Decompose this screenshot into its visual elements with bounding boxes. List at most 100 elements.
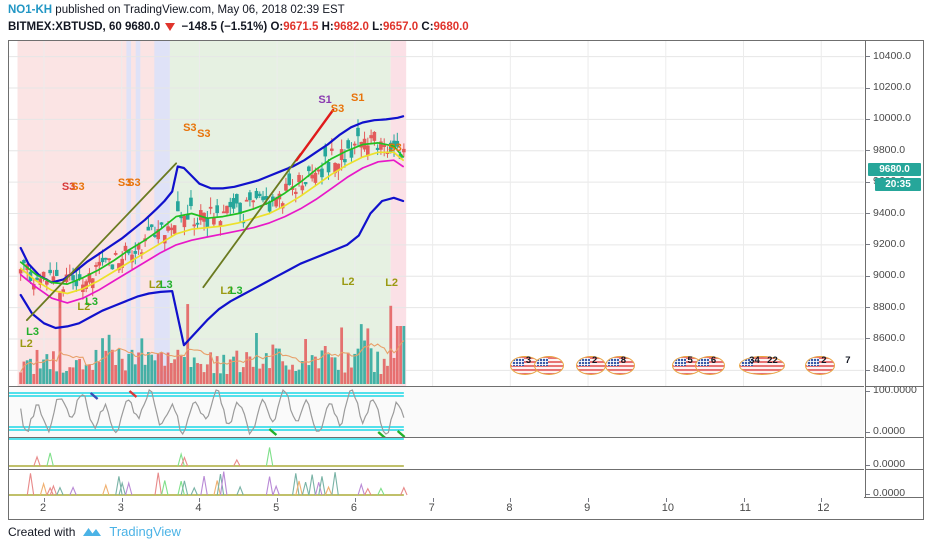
economic-event-marker[interactable]: 2 <box>575 355 606 375</box>
indicator-spike <box>308 474 316 496</box>
time-tick-label: 4 <box>195 502 202 514</box>
indicator-spike <box>301 481 310 496</box>
tick-mark <box>665 498 667 502</box>
indicator-panel-spikes-b[interactable] <box>9 469 864 498</box>
price-tick-label: 9200.0 <box>873 237 906 250</box>
open-label: O: <box>270 21 284 33</box>
signal-marker-s3: S3 <box>71 181 85 194</box>
tick-mark <box>743 498 745 502</box>
indicator-spike <box>364 487 372 496</box>
signal-marker-s3: S3 <box>127 176 141 189</box>
economic-event-marker[interactable]: 5 <box>671 355 702 375</box>
time-tick-label: 2 <box>39 502 47 514</box>
indicator-spike <box>272 484 280 496</box>
indicator-spike <box>265 447 274 467</box>
volume-ma-line <box>20 340 405 373</box>
indicator-spike <box>49 484 58 496</box>
signal-marker-l3: L3 <box>26 325 39 338</box>
tick-mark <box>866 464 870 466</box>
price-tick-label: 10400.0 <box>873 49 911 62</box>
series-bollinger-lower <box>19 196 405 347</box>
series-ma-yellow <box>19 151 404 295</box>
time-axis[interactable]: 2 3 4 5 6 7 8 9 10 11 12 <box>8 498 924 520</box>
tick-mark <box>588 498 590 502</box>
tick-mark <box>866 307 870 309</box>
series-ma-magenta <box>19 159 404 304</box>
chart-header-line1: NO1-KH published on TradingView.com, May… <box>8 3 888 18</box>
price-tick-label: 8800.0 <box>873 300 906 313</box>
created-with-label: Created with <box>8 524 76 539</box>
axis-tick-label: 0.0000 <box>873 487 906 499</box>
economic-event-marker[interactable]: 8 <box>604 355 635 375</box>
price-tick-label: 9800.0 <box>873 143 906 156</box>
signal-marker-s3: S3 <box>197 128 211 141</box>
main-price-panel[interactable]: L2 L3 S3 S3 L2 L3 S3 S3 L2 L3 S3 S3 L2 L3 S1 S3 S1 S3 L2 L2… <box>9 41 864 386</box>
change-percent: (−1.51%) <box>220 21 268 33</box>
tradingview-logo-icon <box>83 527 102 536</box>
panel-separator <box>866 386 924 387</box>
time-tick-label: 8 <box>506 502 513 514</box>
indicator-spike <box>180 480 189 496</box>
price-tick-label: 8600.0 <box>873 331 906 344</box>
tick-mark <box>866 390 870 392</box>
economic-event-marker[interactable]: 34 22 <box>739 355 786 375</box>
signal-marker-l2: L2 <box>385 277 399 290</box>
us-flag-icon <box>694 356 725 375</box>
us-flag-icon <box>533 356 564 375</box>
economic-event-marker[interactable]: 6 <box>694 355 725 375</box>
signal-marker-l3: L3 <box>229 284 243 297</box>
indicator-spike <box>154 472 162 496</box>
flag-canton <box>741 358 754 366</box>
indicator-spike <box>219 471 228 496</box>
flag-canton <box>535 358 548 366</box>
open-value: 9671.5 <box>283 21 319 33</box>
economic-event-marker[interactable]: 3 <box>509 355 564 375</box>
indicator-spike <box>180 456 189 467</box>
price-tick-label: 10200.0 <box>873 81 911 94</box>
signal-marker-s3: S3 <box>61 181 76 194</box>
indicator-panel-oscillator[interactable] <box>9 386 864 437</box>
indicator-spike <box>46 486 54 496</box>
spikes-a-svg <box>9 438 864 469</box>
tradingview-brand[interactable]: TradingView <box>109 524 181 539</box>
indicator-spike <box>314 482 323 496</box>
time-tick-label: 9 <box>584 502 591 514</box>
axis-tick-label: 100.0000 <box>873 384 917 396</box>
tick-mark <box>866 493 870 495</box>
economic-event-count: 5 <box>687 355 693 366</box>
trendline-red-arrow <box>295 108 335 162</box>
tick-mark <box>866 181 870 183</box>
economic-event-count: 6 <box>710 355 717 366</box>
flag-canton <box>673 358 686 366</box>
signal-marker-s3: S3 <box>183 121 197 134</box>
close-label: C: <box>421 21 434 33</box>
indicator-panel-spikes-a[interactable] <box>9 437 864 469</box>
price-tick-label: 10000.0 <box>873 112 911 125</box>
low-value: 9657.0 <box>383 21 419 33</box>
signal-marker-s3: S3 <box>117 176 132 189</box>
tick-mark <box>199 498 201 502</box>
axis-tick-label: 0.0000 <box>873 425 906 437</box>
price-axis[interactable]: 10400.010200.010000.09800.09600.09400.09… <box>865 41 924 499</box>
time-tick-label: 6 <box>350 502 357 514</box>
tick-mark <box>866 275 870 277</box>
tick-mark <box>866 338 870 340</box>
indicator-spike <box>295 480 303 496</box>
indicator-spike <box>56 486 64 496</box>
tick-mark <box>821 498 823 502</box>
current-price-badge: 9680.0 <box>868 163 921 177</box>
indicator-spike <box>125 480 133 496</box>
symbol-label[interactable]: BITMEX:XBTUSD, 60 <box>8 21 122 33</box>
publisher-name[interactable]: NO1-KH <box>8 4 53 16</box>
tick-mark <box>121 498 123 502</box>
price-plot-svg <box>9 41 864 386</box>
signal-marker-s3: S3 <box>330 103 345 115</box>
signal-marker-l2: L2 <box>341 275 355 288</box>
indicator-spike <box>357 482 366 496</box>
indicator-spike <box>26 473 35 496</box>
economic-event-count: 7 <box>845 355 851 366</box>
indicator-spike <box>233 458 241 467</box>
published-text: published on TradingView.com, May 06, 20… <box>55 4 345 16</box>
